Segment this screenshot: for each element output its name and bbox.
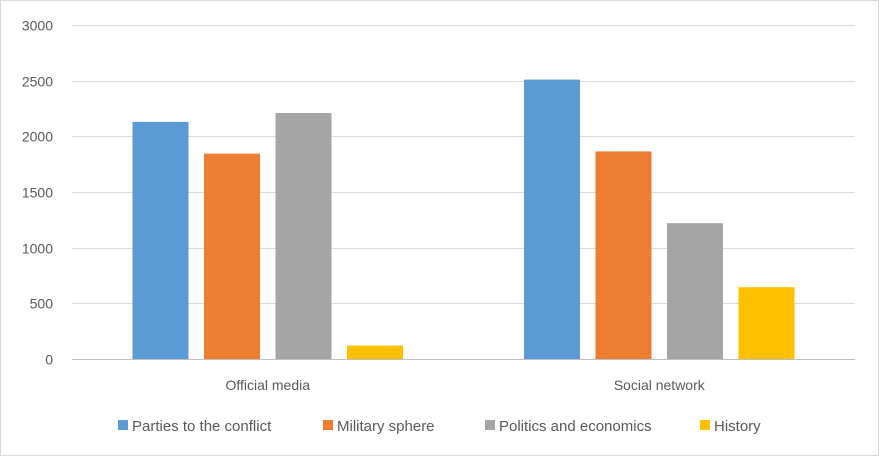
bar-history-0 [347, 345, 403, 359]
category-label: Official media [225, 377, 310, 393]
bar-military-sphere-1 [595, 151, 652, 359]
legend-swatch [323, 420, 333, 430]
x-axis: Official media Social network [225, 377, 705, 393]
gridlines [72, 25, 855, 360]
bar-politics-and-economics-1 [667, 223, 723, 359]
y-axis: 0 500 1000 1500 2000 2500 3000 [22, 18, 53, 368]
y-tick-label: 3000 [22, 18, 53, 34]
legend-label: History [714, 418, 761, 435]
bar-politics-and-economics-0 [275, 113, 332, 359]
legend-label: Military sphere [337, 418, 435, 435]
bar-parties-to-the-conflict-0 [132, 121, 189, 360]
legend-swatch [118, 420, 128, 430]
legend: Parties to the conflict Military sphere Po… [118, 418, 761, 435]
y-tick-label: 0 [45, 352, 53, 368]
y-tick-label: 2500 [22, 74, 53, 90]
legend-swatch [485, 420, 495, 430]
category-label: Social network [614, 377, 706, 393]
y-tick-label: 500 [30, 296, 54, 312]
bar-history-1 [738, 287, 795, 359]
y-tick-label: 1500 [22, 185, 53, 201]
legend-label: Parties to the conflict [132, 418, 272, 435]
y-tick-label: 2000 [22, 129, 53, 145]
bar-parties-to-the-conflict-1 [524, 79, 580, 359]
bar-military-sphere-0 [204, 153, 260, 359]
legend-label: Politics and economics [499, 418, 652, 435]
legend-swatch [700, 420, 710, 430]
y-tick-label: 1000 [22, 241, 53, 257]
bars [132, 79, 795, 360]
